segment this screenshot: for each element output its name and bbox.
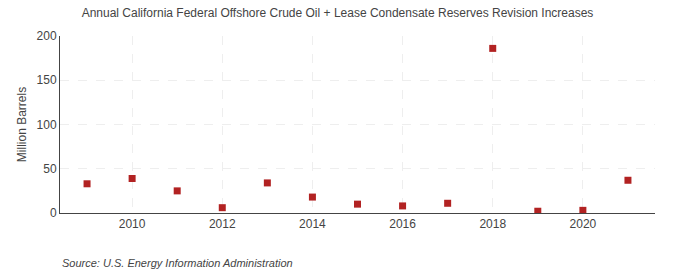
svg-text:2020: 2020 xyxy=(570,217,597,231)
svg-text:Million Barrels: Million Barrels xyxy=(15,87,29,162)
svg-text:Annual California Federal Offs: Annual California Federal Offshore Crude… xyxy=(82,6,594,20)
svg-text:150: 150 xyxy=(37,73,57,87)
svg-text:200: 200 xyxy=(37,29,57,43)
svg-text:0: 0 xyxy=(50,206,57,220)
svg-text:50: 50 xyxy=(43,162,57,176)
svg-text:2016: 2016 xyxy=(389,217,416,231)
svg-text:2010: 2010 xyxy=(119,217,146,231)
svg-text:Source: U.S. Energy Informatio: Source: U.S. Energy Information Administ… xyxy=(62,257,293,269)
svg-text:2012: 2012 xyxy=(209,217,236,231)
svg-text:2018: 2018 xyxy=(479,217,506,231)
svg-text:2014: 2014 xyxy=(299,217,326,231)
svg-text:100: 100 xyxy=(37,118,57,132)
